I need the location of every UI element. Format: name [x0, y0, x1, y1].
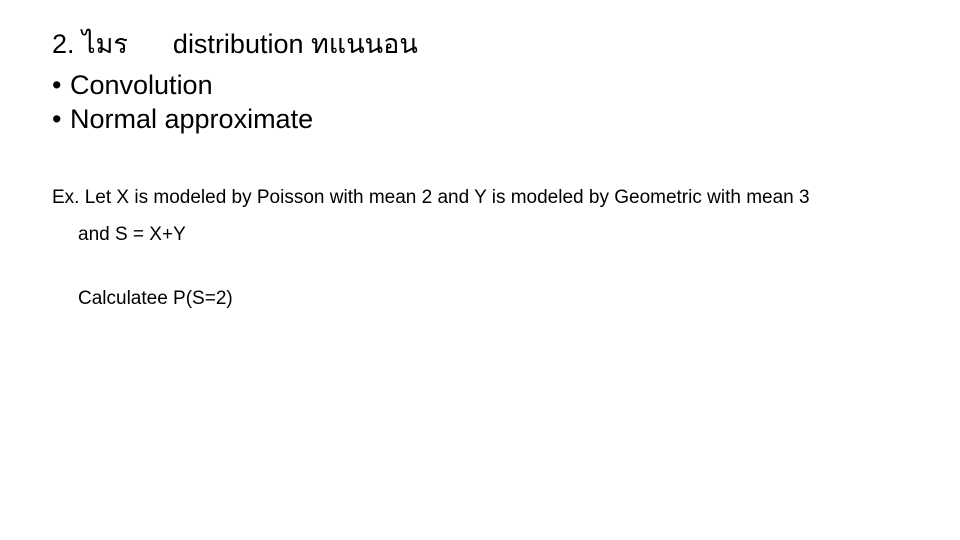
- list-item: • Normal approximate: [52, 103, 908, 137]
- slide-heading: 2. ไมร distribution ทแนนอน: [52, 22, 908, 65]
- bullet-list: • Convolution • Normal approximate: [52, 69, 908, 137]
- heading-prefix: 2. ไมร: [52, 29, 128, 59]
- slide: 2. ไมร distribution ทแนนอน • Convolution…: [0, 0, 960, 540]
- heading-gap: [128, 29, 173, 59]
- heading-rest: distribution ทแนนอน: [173, 29, 418, 59]
- example-line-1: Ex. Let X is modeled by Poisson with mea…: [52, 185, 908, 211]
- example-line-3: Calculatee P(S=2): [78, 286, 908, 312]
- example-block: Ex. Let X is modeled by Poisson with mea…: [52, 185, 908, 312]
- bullet-icon: •: [52, 103, 70, 137]
- bullet-text: Convolution: [70, 69, 213, 103]
- bullet-icon: •: [52, 69, 70, 103]
- example-line-2: and S = X+Y: [78, 222, 908, 248]
- list-item: • Convolution: [52, 69, 908, 103]
- bullet-text: Normal approximate: [70, 103, 313, 137]
